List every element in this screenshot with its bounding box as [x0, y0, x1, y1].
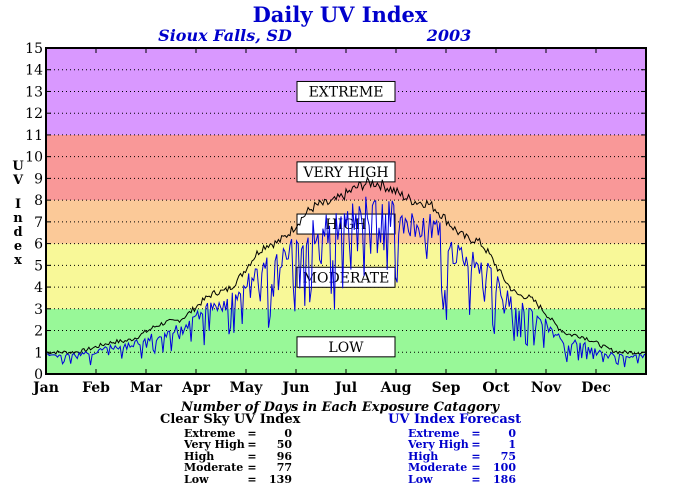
equals-sign: = [471, 426, 481, 440]
row-value: 139 [269, 472, 292, 486]
y-tick-label: 3 [34, 302, 43, 318]
band-label: EXTREME [309, 84, 384, 100]
forecast-row-moderate: Moderate = 100 [388, 462, 521, 474]
equals-sign: = [247, 461, 257, 474]
equals-sign: = [471, 461, 481, 474]
row-label: High [184, 449, 215, 463]
clear-sky-line [45, 176, 647, 355]
row-value: 96 [276, 449, 292, 463]
forecast-line [46, 196, 647, 368]
clear-row-high: High = 96 [160, 449, 300, 463]
x-tick-label: Apr [181, 380, 211, 396]
forecast-row-very-high: Very High = 1 [388, 439, 521, 451]
x-tick-label: Sep [432, 380, 461, 396]
forecast-counts-title: UV Index Forecast [388, 412, 522, 427]
row-label: Extreme [408, 426, 460, 440]
band-label-box [296, 266, 396, 288]
x-tick-label: Aug [380, 380, 412, 396]
band-label: VERY HIGH [302, 165, 388, 181]
x-tick-label: May [230, 380, 264, 396]
clear-sky-counts-title: Clear Sky UV Index [160, 412, 301, 427]
band-label: LOW [328, 340, 364, 356]
x-tick-label: Jun [281, 380, 310, 396]
y-tick-label: 6 [34, 237, 43, 253]
y-tick-label: 15 [25, 41, 43, 57]
equals-sign: = [247, 472, 257, 486]
row-value: 186 [493, 472, 516, 486]
y-tick-label: 12 [25, 106, 43, 122]
row-label: Moderate [408, 461, 468, 474]
y-tick-label: 9 [34, 171, 43, 187]
row-label: High [408, 449, 439, 463]
x-axis: Jan Feb Mar Apr May Jun Jul Aug Sep Oct Nov Dec [31, 48, 611, 396]
series-lines [45, 176, 647, 368]
row-value: 100 [493, 461, 516, 474]
band-label-box [296, 336, 396, 358]
y-tick-label: 8 [34, 193, 43, 209]
equals-sign: = [471, 449, 481, 463]
equals-sign: = [471, 438, 481, 451]
row-value: 1 [508, 438, 516, 451]
forecast-row-extreme: Extreme = 0 [388, 426, 521, 440]
row-value: 0 [284, 426, 292, 440]
row-label: Very High [408, 438, 469, 451]
equals-sign: = [247, 449, 257, 463]
row-value: 77 [276, 461, 292, 474]
y-tick-label: 10 [25, 150, 43, 166]
forecast-counts: UV Index Forecast Extreme = 0 Very High = 1 … [388, 412, 522, 486]
row-label: Low [408, 472, 433, 486]
x-tick-label: Nov [531, 380, 562, 396]
equals-sign: = [471, 472, 481, 486]
grid-lines [46, 69, 646, 353]
clear-sky-counts: Clear Sky UV Index Extreme = 0 Very High = 5… [160, 412, 301, 486]
forecast-row-low: Low = 186 [388, 472, 521, 486]
band-label-box [296, 161, 396, 183]
y-tick-label: 11 [25, 128, 43, 144]
y-tick-label: 1 [34, 345, 43, 361]
y-tick-label: 7 [34, 215, 43, 231]
x-tick-label: Oct [482, 380, 510, 396]
x-tick-label: Mar [130, 380, 163, 396]
band-label-box [296, 80, 396, 102]
equals-sign: = [247, 438, 257, 451]
clear-row-very-high: Very High = 50 [160, 439, 300, 451]
row-value: 50 [276, 438, 292, 451]
row-label: Moderate [184, 461, 244, 474]
band-label: MODERATE [303, 270, 390, 286]
equals-sign: = [247, 426, 257, 440]
x-tick-label: Jan [31, 380, 59, 396]
y-tick-label: 2 [34, 324, 43, 340]
row-label: Extreme [184, 426, 236, 440]
row-value: 75 [500, 449, 516, 463]
location-label: Sioux Falls, SD [158, 26, 292, 45]
y-tick-label: 14 [25, 63, 43, 79]
counts-title: Number of Days in Each Exposure Catagory [180, 400, 500, 415]
row-label: Low [184, 472, 209, 486]
y-tick-label: 0 [34, 367, 43, 383]
y-tick-label: 13 [25, 84, 43, 100]
row-label: Very High [184, 438, 245, 451]
y-tick-label: 4 [34, 280, 43, 296]
x-tick-label: Dec [581, 380, 611, 396]
x-tick-label: Jul [333, 380, 357, 396]
x-tick-label: Feb [82, 380, 110, 396]
chart-title: Daily UV Index [253, 2, 428, 27]
forecast-row-high: High = 75 [388, 449, 521, 463]
row-value: 0 [508, 426, 516, 440]
clear-row-extreme: Extreme = 0 [160, 426, 300, 440]
year-label: 2003 [426, 26, 472, 45]
clear-row-moderate: Moderate = 77 [160, 462, 300, 474]
y-tick-label: 5 [34, 258, 43, 274]
clear-row-low: Low = 139 [160, 472, 300, 486]
